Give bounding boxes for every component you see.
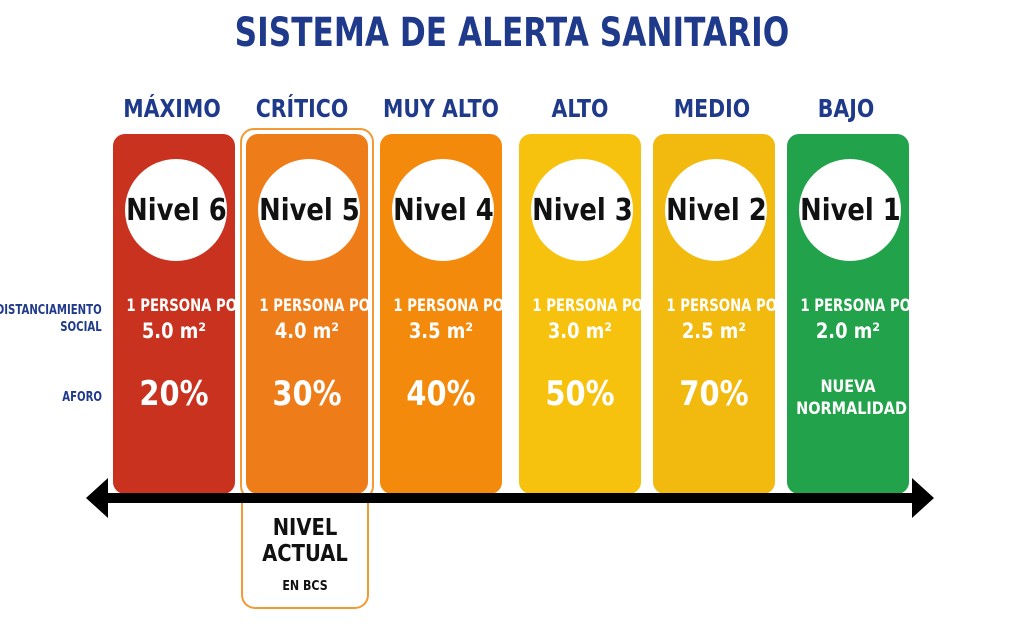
aforo-value: 70% [679, 374, 749, 414]
level-column-4: Nivel 4 1 PERSONA POR 3.5 m² 40% [380, 134, 515, 494]
current-level-line1: NIVEL [272, 515, 338, 541]
current-level-indicator: NIVEL ACTUAL EN BCS [241, 503, 369, 609]
scale-axis-line [102, 493, 914, 503]
distanciamiento-value: 1 PERSONA POR 3.0 m² [532, 296, 654, 343]
level-name-alto: ALTO [551, 94, 609, 123]
distanciamiento-value: 1 PERSONA POR 2.0 m² [800, 296, 922, 343]
level-name-critico: CRÍTICO [255, 94, 349, 123]
level-badge: Nivel 3 [531, 159, 633, 261]
arrow-right-icon [912, 478, 934, 518]
arrow-left-icon [86, 478, 108, 518]
level-badge: Nivel 6 [125, 159, 227, 261]
level-badge: Nivel 5 [258, 159, 360, 261]
row-label-aforo: AFORO [62, 390, 102, 405]
level-badge: Nivel 4 [392, 159, 494, 261]
level-column-5: Nivel 5 1 PERSONA POR 4.0 m² 30% [240, 128, 381, 500]
aforo-value: 30% [272, 374, 342, 414]
level-badge: Nivel 2 [665, 159, 767, 261]
aforo-value: 50% [545, 374, 615, 414]
aforo-value: 40% [406, 374, 476, 414]
level-column-1: Nivel 1 1 PERSONA POR 2.0 m² NUEVA NORMA… [787, 134, 922, 494]
row-label-distanciamiento: DISTANCIAMIENTO SOCIAL [0, 303, 102, 335]
level-name-maximo: MÁXIMO [123, 94, 221, 123]
distanciamiento-value: 1 PERSONA POR 3.5 m² [393, 296, 515, 343]
distanciamiento-value: 1 PERSONA POR 2.5 m² [666, 296, 788, 343]
current-level-line2: ACTUAL [262, 541, 348, 567]
page-title: SISTEMA DE ALERTA SANITARIO [234, 10, 790, 56]
level-name-muy-alto: MUY ALTO [383, 94, 499, 123]
aforo-value: 20% [139, 374, 209, 414]
level-column-2: Nivel 2 1 PERSONA POR 2.5 m² 70% [653, 134, 788, 494]
current-level-location: EN BCS [282, 579, 328, 594]
aforo-value: NUEVA NORMALIDAD [796, 377, 907, 419]
level-column-3: Nivel 3 1 PERSONA POR 3.0 m² 50% [519, 134, 654, 494]
distanciamiento-value: 1 PERSONA POR 4.0 m² [259, 296, 381, 343]
level-name-bajo: BAJO [817, 94, 875, 123]
level-name-medio: MEDIO [673, 94, 751, 123]
distanciamiento-value: 1 PERSONA POR 5.0 m² [126, 296, 248, 343]
level-column-6: Nivel 6 1 PERSONA POR 5.0 m² 20% [113, 134, 248, 494]
level-badge: Nivel 1 [799, 159, 901, 261]
